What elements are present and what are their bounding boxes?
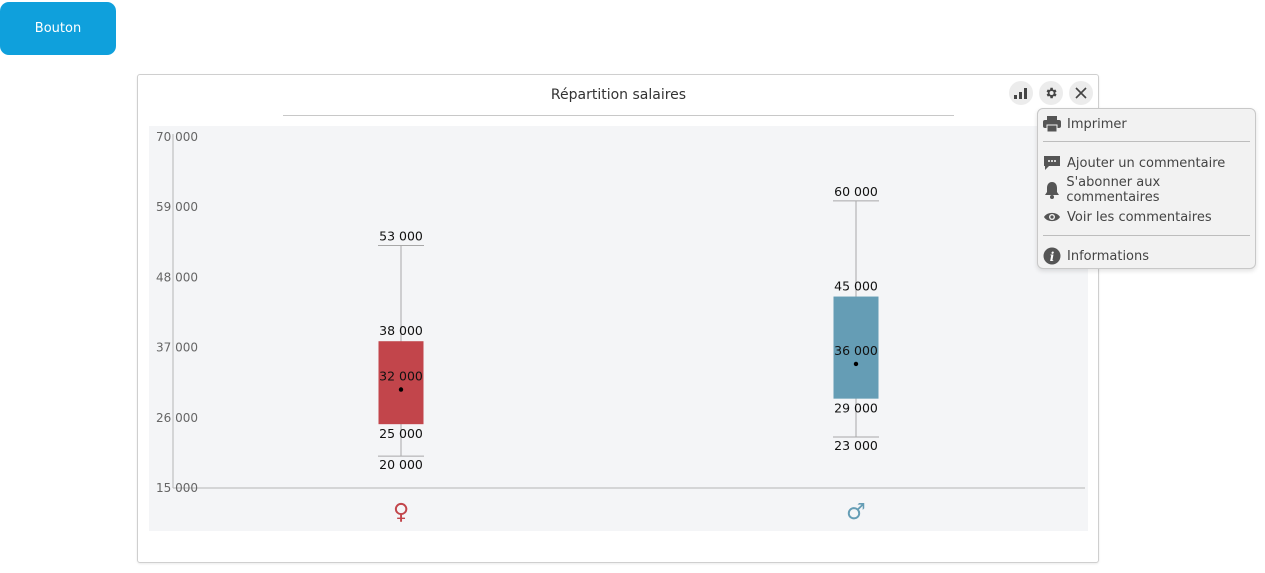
context-menu: Imprimer Ajouter un commentaire S'abonne…	[1037, 108, 1256, 269]
menu-divider	[1043, 235, 1250, 236]
y-tick-label: 59 000	[156, 200, 198, 214]
q3-label: 38 000	[379, 323, 423, 338]
category-symbol: ♀	[393, 500, 409, 525]
menu-item-label: Ajouter un commentaire	[1067, 155, 1226, 171]
median-label: 36 000	[834, 343, 878, 358]
menu-item-informations[interactable]: i Informations	[1042, 244, 1251, 268]
y-tick-label: 48 000	[156, 270, 198, 284]
signal-bars-icon	[1014, 88, 1027, 99]
menu-item-ajouter-commentaire[interactable]: Ajouter un commentaire	[1042, 151, 1251, 175]
menu-item-abonner-commentaires[interactable]: S'abonner aux commentaires	[1042, 175, 1251, 205]
chart-type-button[interactable]	[1009, 81, 1033, 105]
max-label: 53 000	[379, 228, 423, 243]
chart-area: 15 000 26 000 37 000 48 000 59 000 70 000 53 0…	[149, 126, 1088, 531]
comment-icon	[1042, 153, 1062, 173]
min-label: 20 000	[379, 457, 423, 472]
close-icon	[1075, 87, 1087, 99]
y-tick-label: 37 000	[156, 341, 198, 355]
menu-item-label: Imprimer	[1067, 116, 1127, 132]
printer-icon	[1042, 114, 1062, 134]
q1-label: 25 000	[379, 426, 423, 441]
settings-button[interactable]	[1039, 81, 1063, 105]
y-tick-label: 70 000	[156, 130, 198, 144]
menu-divider	[1043, 141, 1250, 142]
median-dot	[398, 387, 404, 392]
bouton-button[interactable]: Bouton	[0, 2, 116, 55]
menu-item-label: Voir les commentaires	[1067, 209, 1212, 225]
median-label: 32 000	[379, 369, 423, 384]
gear-icon	[1046, 87, 1057, 99]
q3-label: 45 000	[834, 279, 878, 294]
category-symbol: ♂	[846, 500, 866, 525]
menu-item-imprimer[interactable]: Imprimer	[1042, 112, 1251, 136]
box-iqr	[833, 296, 879, 399]
box-iqr	[378, 341, 424, 425]
svg-text:i: i	[1050, 250, 1055, 264]
menu-item-label: S'abonner aux commentaires	[1066, 175, 1161, 205]
title-divider	[283, 115, 954, 116]
median-dot	[853, 361, 859, 367]
y-tick-label: 26 000	[156, 411, 198, 425]
panel-title: Répartition salaires	[550, 87, 687, 103]
menu-item-label: Informations	[1067, 248, 1150, 264]
info-icon: i	[1042, 246, 1062, 266]
y-tick-label: 15 000	[156, 481, 198, 495]
close-button[interactable]	[1069, 81, 1093, 105]
eye-icon	[1042, 207, 1062, 227]
boxplot-chart: 15 000 26 000 37 000 48 000 59 000 70 000 53 0…	[156, 130, 1085, 525]
menu-item-voir-commentaires[interactable]: Voir les commentaires	[1042, 205, 1251, 229]
min-label: 23 000	[834, 438, 878, 453]
q1-label: 29 000	[834, 401, 878, 416]
bell-icon	[1042, 180, 1061, 200]
max-label: 60 000	[834, 184, 878, 199]
chart-panel: Répartition salaires 15 000 26 000 37 000 4…	[137, 74, 1099, 563]
